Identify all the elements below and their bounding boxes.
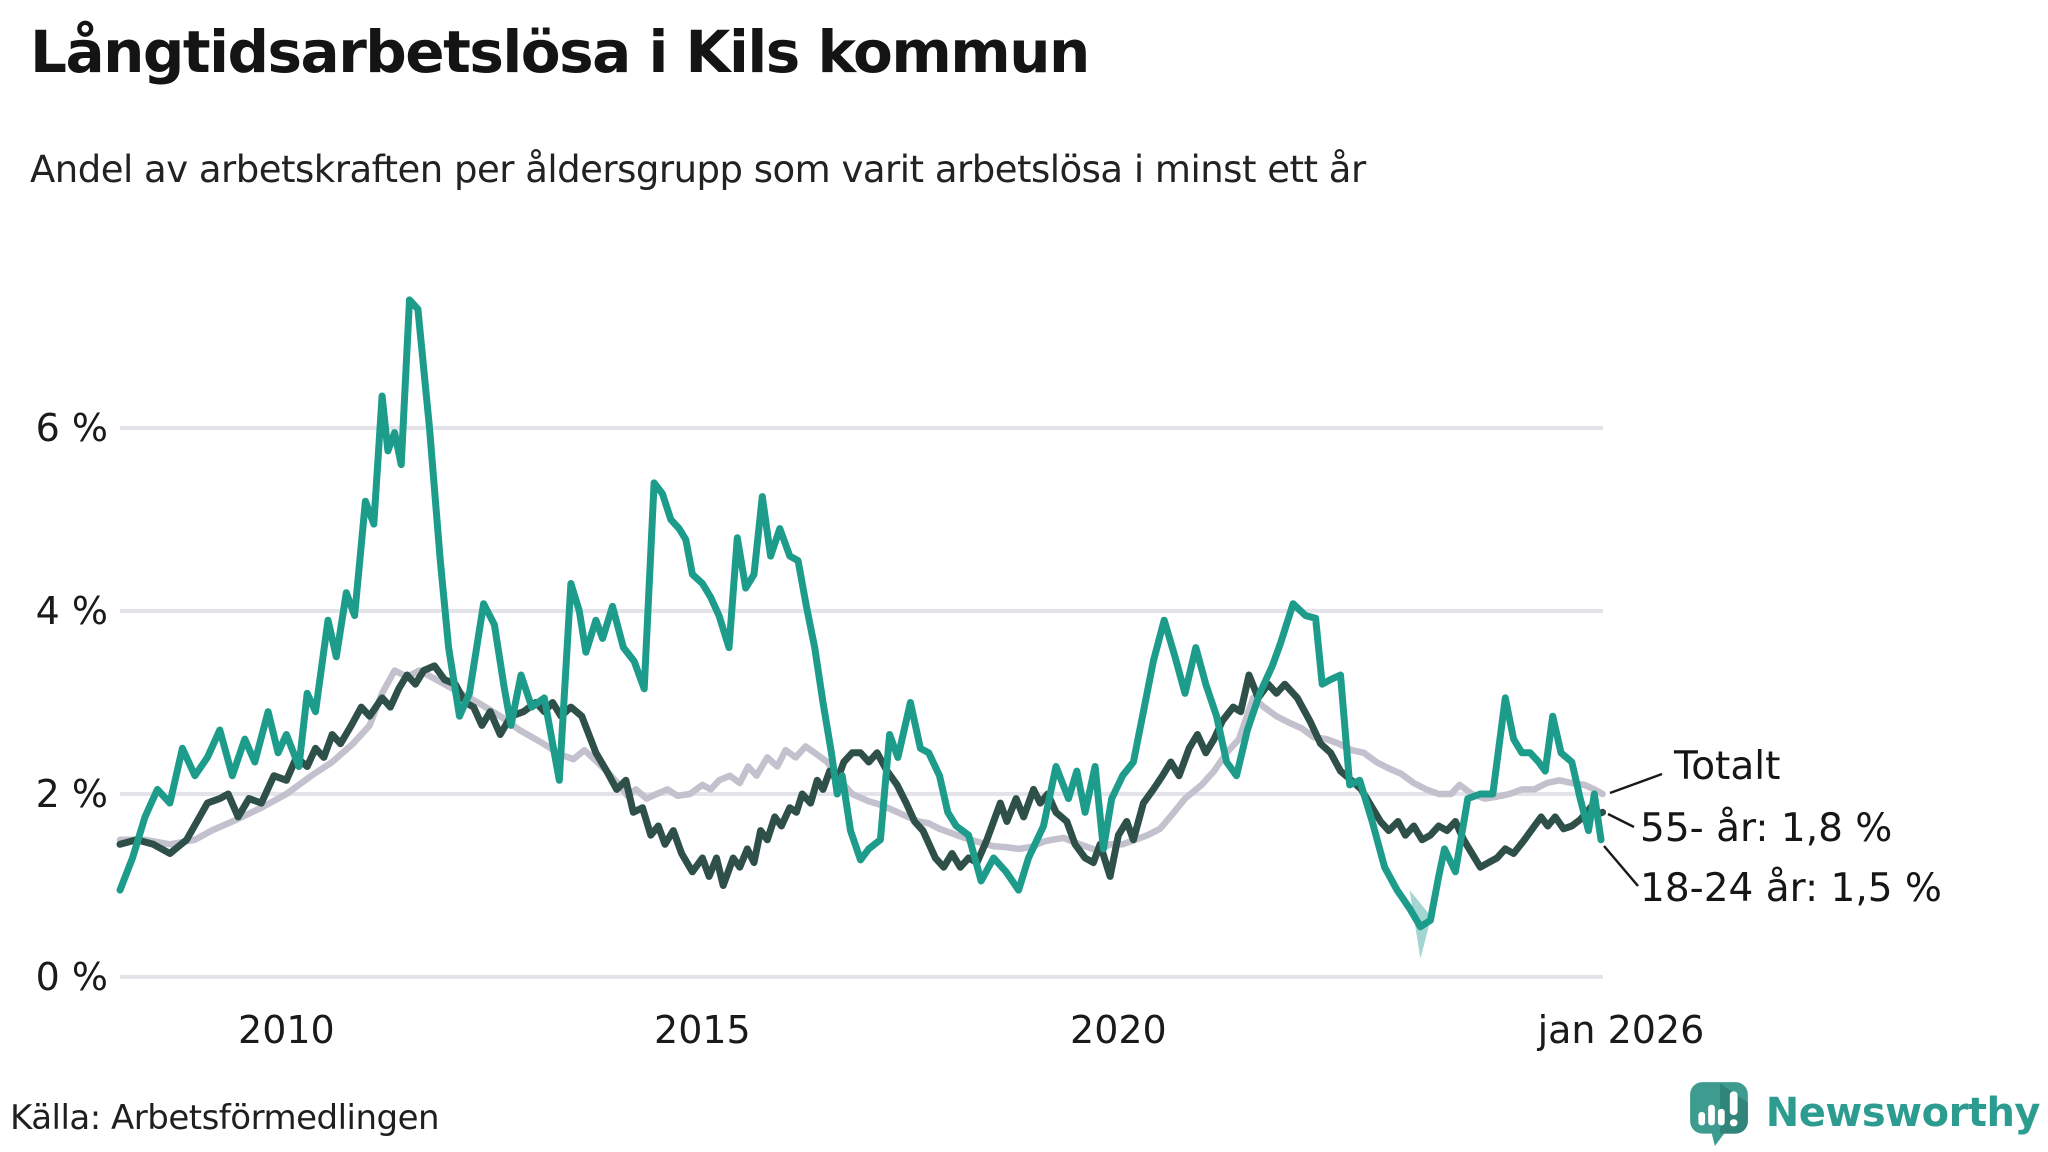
page-title: Långtidsarbetslösa i Kils kommun [30, 18, 1090, 86]
x-tick-label: 2015 [654, 1008, 751, 1052]
brand-name: Newsworthy [1765, 1090, 2041, 1136]
series-label-55: 55- år: 1,8 % [1640, 806, 1893, 851]
y-tick-label: 4 % [35, 589, 108, 633]
series-label-totalt: Totalt [1674, 744, 1781, 789]
series-label-18-24: 18-24 år: 1,5 % [1640, 866, 1942, 911]
series-line-18-24-r [116, 296, 1605, 931]
y-tick-label: 2 % [35, 772, 108, 816]
data-lines [116, 296, 1607, 931]
gridlines [120, 426, 1603, 979]
leader-line-18-24 [1603, 845, 1639, 887]
x-tick-label: jan 2026 [1537, 1008, 1705, 1052]
leader-line-55 [1607, 812, 1635, 829]
y-tick-label: 6 % [35, 406, 108, 450]
page-subtitle: Andel av arbetskraften per åldersgrupp s… [30, 148, 1366, 191]
source-note: Källa: Arbetsförmedlingen [10, 1098, 440, 1138]
leader-line-totalt [1609, 772, 1663, 795]
brand-logo: Newsworthy [1686, 1080, 2041, 1146]
leader-lines [1603, 772, 1663, 887]
x-tick-label: 2020 [1070, 1008, 1167, 1052]
newsworthy-icon [1689, 1082, 1748, 1146]
y-tick-label: 0 % [35, 955, 108, 999]
series-line-55-r [116, 662, 1607, 889]
x-tick-label: 2010 [238, 1008, 335, 1052]
